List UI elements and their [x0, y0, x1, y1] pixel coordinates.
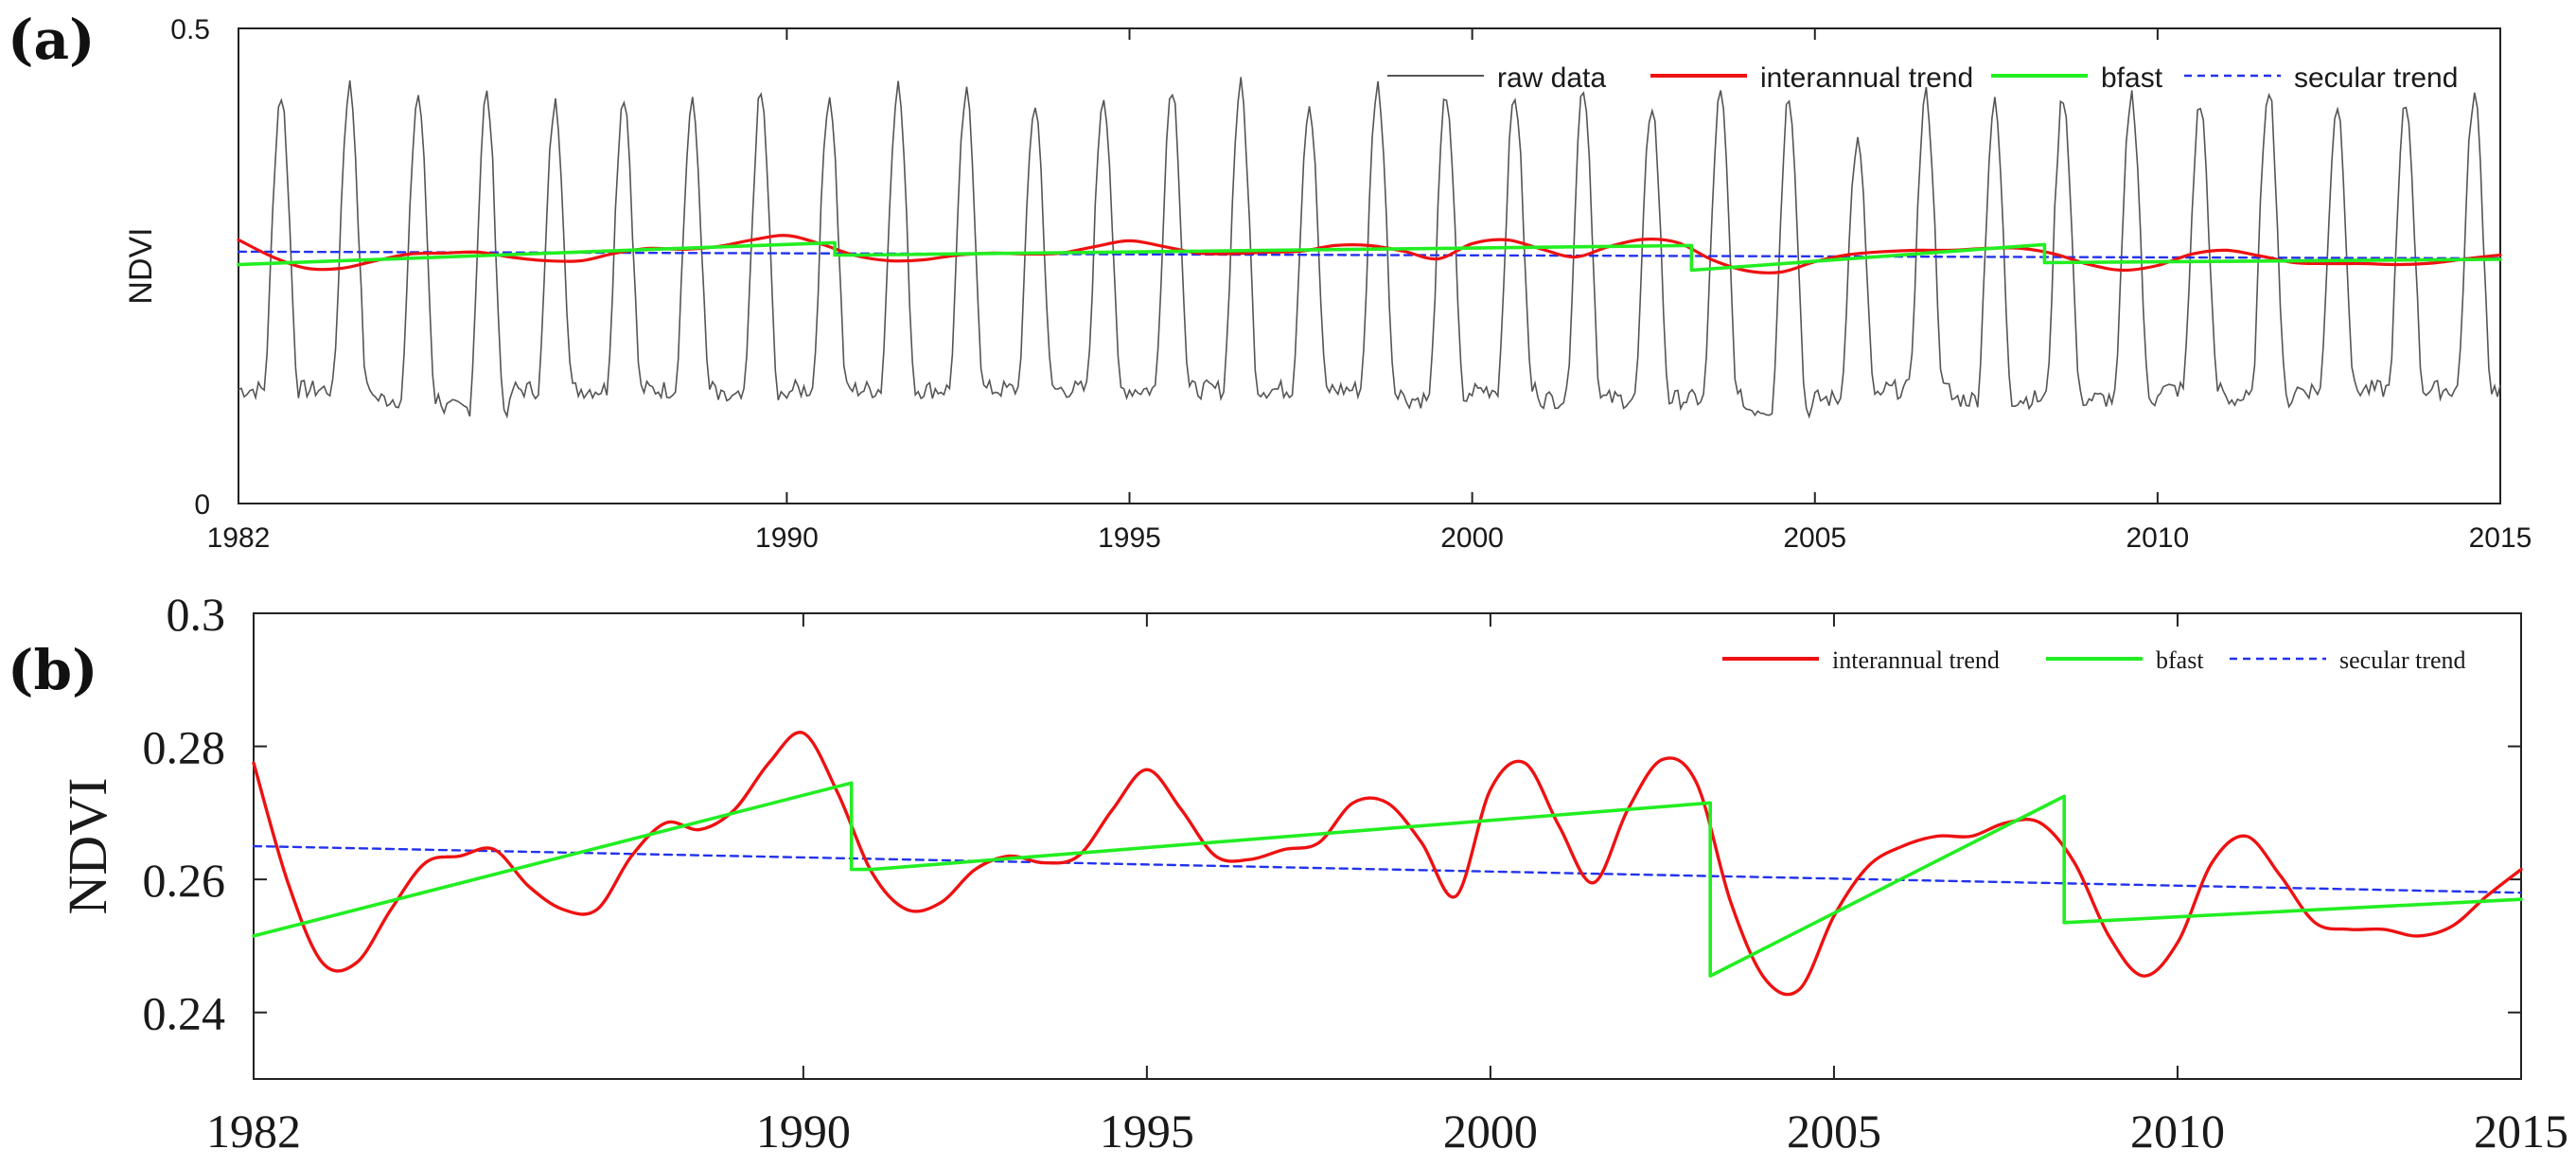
panel-a-x-tick-label: 2015: [2469, 522, 2532, 554]
panel-a-x-tick-label: 2005: [1783, 522, 1846, 554]
panel-a-legend: raw data interannual trend bfast secular…: [1387, 62, 2458, 94]
panel-b-x-tick-label: 1995: [1100, 1105, 1194, 1158]
panel-b-y-tick-label: 0.24: [143, 987, 226, 1040]
panel-a-y-label: NDVI: [123, 227, 159, 304]
panel-b-x-tick-label: 2010: [2130, 1105, 2225, 1158]
legend-raw-data-label: raw data: [1497, 62, 1606, 94]
panel-a-interannual-trend-line: [237, 234, 2502, 274]
panel-b-label: (b): [8, 638, 97, 702]
panel-b-y-label: NDVI: [57, 778, 118, 915]
legend-secular-label: secular trend: [2294, 62, 2458, 94]
legend-b-secular-label: secular trend: [2339, 646, 2466, 674]
panel-a-raw-data-series: [238, 77, 2501, 419]
panel-b-bfast-line: [252, 781, 2523, 978]
panel-b-x-tick-label: 2000: [1443, 1105, 1538, 1158]
panel-a-x-tick-label: 1995: [1098, 522, 1161, 554]
legend-interannual-label: interannual trend: [1760, 62, 1973, 94]
panel-b-x-tick-label: 2005: [1787, 1105, 1881, 1158]
panel-a-chart: 1982 1990 1995 2000 2005 2010 2015 0 0.5 NDVI ra…: [123, 14, 2532, 554]
panel-a-y-tick-label: 0.5: [170, 14, 210, 45]
panel-a-x-tick-label: 1990: [755, 522, 819, 554]
panel-a-y-tick-label: 0: [194, 489, 210, 521]
panel-b-legend: interannual trend bfast secular trend: [1722, 646, 2466, 674]
panel-b-y-tick-label: 0.3: [167, 588, 226, 641]
legend-b-interannual-label: interannual trend: [1832, 646, 2000, 674]
panel-b-x-tick-label: 1990: [756, 1105, 851, 1158]
raw-data-line: [238, 77, 2501, 419]
panel-a-x-tick-label: 2010: [2126, 522, 2190, 554]
panel-b-x-tick-label: 1982: [206, 1105, 301, 1158]
panel-b-secular-trend-line: [252, 844, 2523, 894]
panel-a-bfast-line: [237, 240, 2502, 273]
panel-b-y-tick-label: 0.26: [143, 854, 226, 907]
panel-b-interannual-trend-line: [252, 731, 2523, 997]
panel-a-x-tick-label: 2000: [1440, 522, 1504, 554]
panel-b-frame: [253, 612, 2522, 1080]
legend-bfast-label: bfast: [2101, 62, 2163, 94]
panel-b-y-tick-label: 0.28: [143, 721, 226, 774]
panel-a-label: (a): [8, 8, 95, 72]
panel-a-x-tick-label: 1982: [207, 522, 271, 554]
legend-b-bfast-label: bfast: [2156, 646, 2204, 674]
panel-b-chart: 1982 1990 1995 2000 2005 2010 2015 0.24 0.26 0.28…: [57, 588, 2568, 1158]
panel-b-x-tick-label: 2015: [2474, 1105, 2568, 1158]
